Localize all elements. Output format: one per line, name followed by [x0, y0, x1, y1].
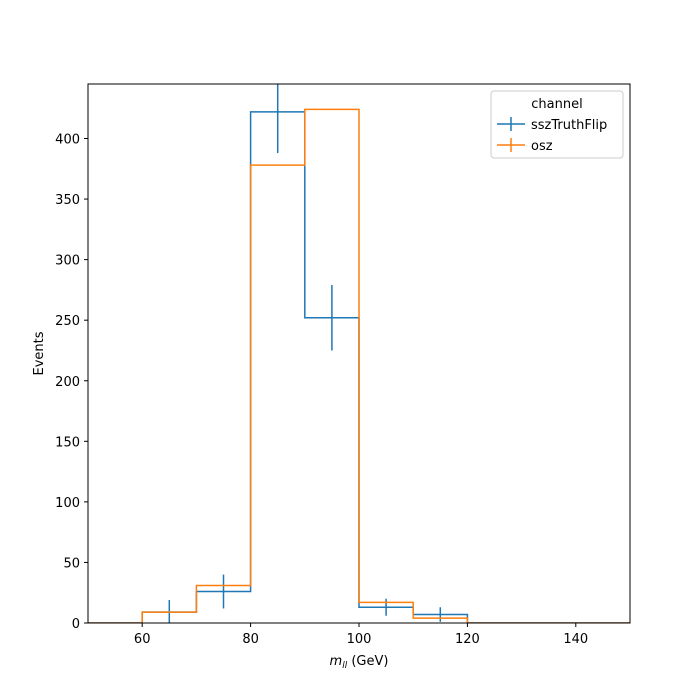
y-axis-label: Events — [32, 331, 47, 375]
legend-box — [490, 90, 624, 159]
legend-entries: sszTruthFlip osz — [497, 117, 607, 154]
y-tick-label: 300 — [55, 254, 80, 269]
legend: channel sszTruthFlip osz — [490, 90, 624, 159]
x-axis-label-subscript: ll — [342, 661, 348, 671]
legend-label: osz — [531, 139, 553, 154]
legend-label: sszTruthFlip — [531, 118, 607, 133]
legend-title: channel — [531, 97, 582, 112]
legend-entry-sszTruthFlip: sszTruthFlip — [497, 117, 607, 133]
series-layer — [88, 84, 630, 623]
step-line-osz — [88, 108, 630, 623]
x-tick-label: 100 — [347, 632, 372, 647]
x-tick-label: 120 — [455, 632, 480, 647]
y-tick-label: 50 — [63, 556, 80, 571]
x-axis-label-unit: (GeV) — [347, 654, 388, 669]
ticks-layer: 60 80 100 120 140 0 50 100 150 200 250 300 350 400 — [55, 133, 588, 647]
y-tick-label: 150 — [55, 435, 80, 450]
x-axis-label-main: m — [330, 654, 343, 669]
x-tick-label: 60 — [134, 632, 151, 647]
x-tick-label: 80 — [242, 632, 259, 647]
x-axis-label: mll (GeV) — [330, 654, 389, 671]
y-tick-label: 250 — [55, 314, 80, 329]
y-tick-label: 200 — [55, 375, 80, 390]
y-tick-label: 400 — [55, 133, 80, 148]
legend-entry-osz: osz — [497, 138, 553, 154]
x-tick-label: 140 — [563, 632, 588, 647]
y-tick-label: 0 — [72, 617, 80, 632]
y-tick-label: 350 — [55, 193, 80, 208]
y-tick-label: 100 — [55, 496, 80, 511]
series-osz — [88, 108, 630, 623]
